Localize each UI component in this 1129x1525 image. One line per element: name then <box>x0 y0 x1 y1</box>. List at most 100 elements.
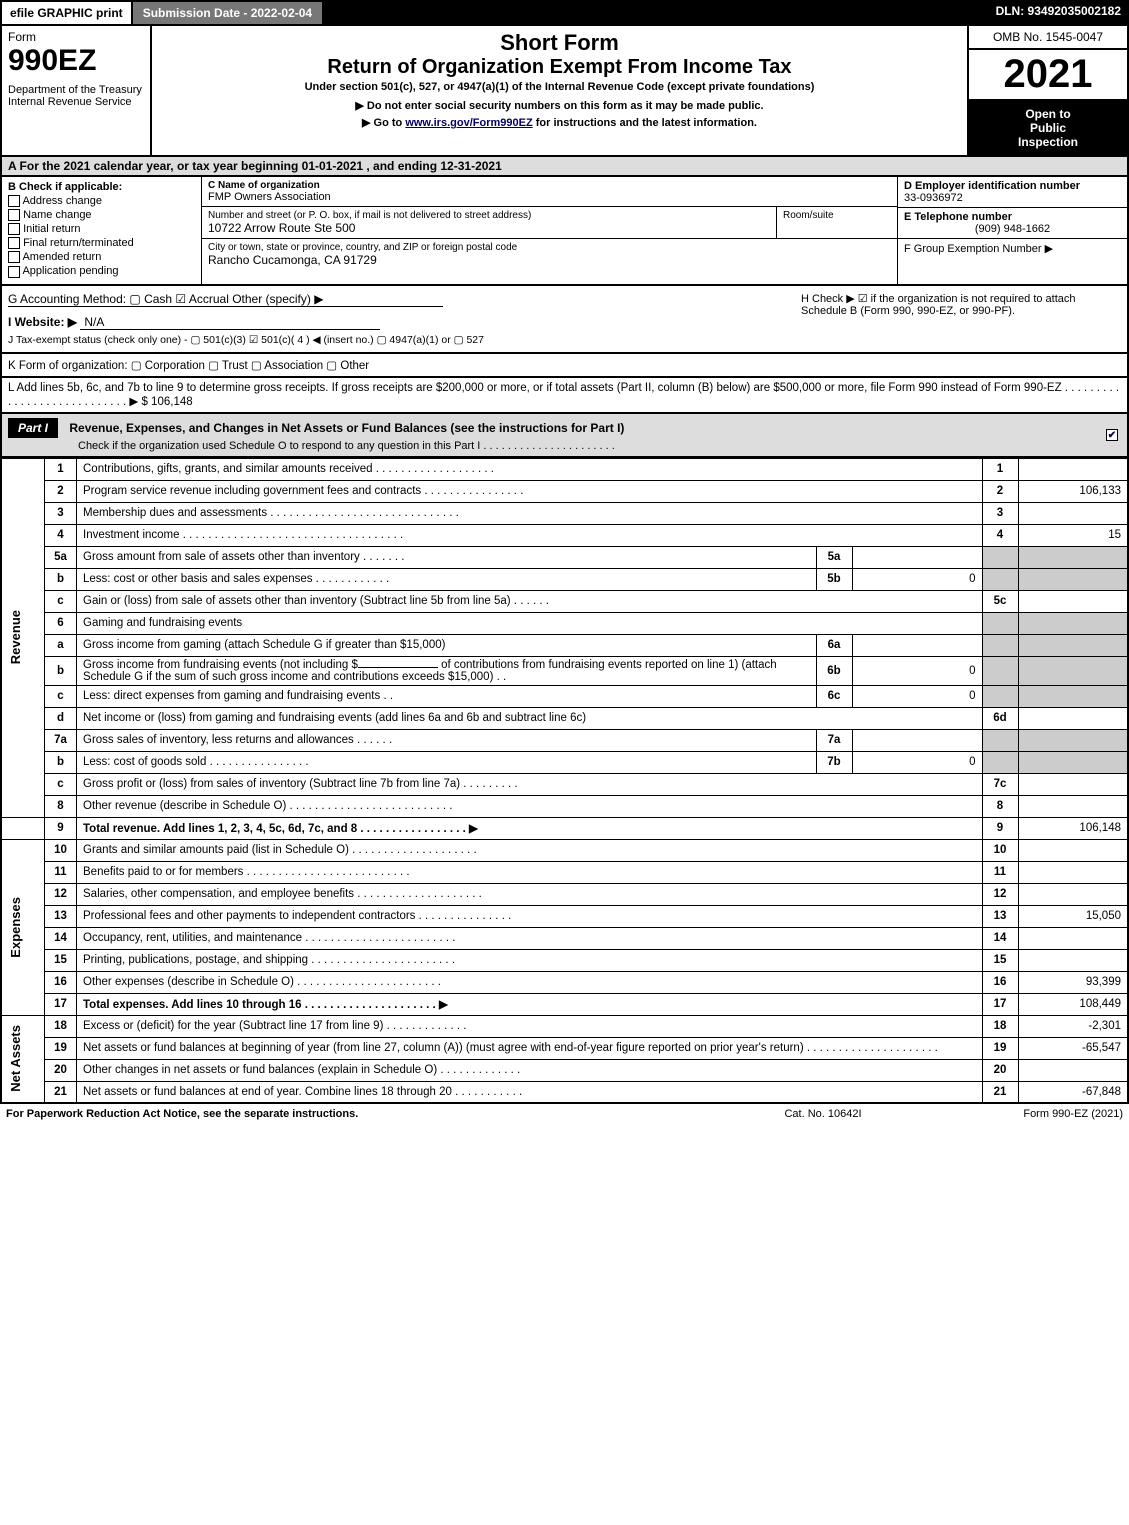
line-9-val: 106,148 <box>1018 817 1128 839</box>
efile-label: efile GRAPHIC print <box>0 0 133 26</box>
tax-year: 2021 <box>969 50 1127 101</box>
line-4-desc: Investment income . . . . . . . . . . . … <box>77 524 983 546</box>
line-6c-sub: 6c <box>816 685 852 707</box>
part1-check-text: Check if the organization used Schedule … <box>78 440 615 452</box>
line-5b-subval: 0 <box>852 568 982 590</box>
c-addr-value: 10722 Arrow Route Ste 500 <box>208 221 770 235</box>
side-net-assets: Net Assets <box>8 1025 23 1092</box>
line-14-key: 14 <box>982 927 1018 949</box>
line-7a-desc: Gross sales of inventory, less returns a… <box>77 729 817 751</box>
line-7a-sub: 7a <box>816 729 852 751</box>
line-19-val: -65,547 <box>1018 1037 1128 1059</box>
line-1-key: 1 <box>982 458 1018 480</box>
line-1-desc: Contributions, gifts, grants, and simila… <box>77 458 983 480</box>
line-7c-desc: Gross profit or (loss) from sales of inv… <box>77 773 983 795</box>
form-title: Return of Organization Exempt From Incom… <box>162 56 957 79</box>
line-20-val <box>1018 1059 1128 1081</box>
line-5c-val <box>1018 590 1128 612</box>
e-label: E Telephone number <box>904 211 1012 223</box>
line-6b-sub: 6b <box>816 656 852 685</box>
l-value: $ 106,148 <box>141 396 192 408</box>
section-def: D Employer identification number 33-0936… <box>897 177 1127 284</box>
line-14-val <box>1018 927 1128 949</box>
line-11-val <box>1018 861 1128 883</box>
irs-link[interactable]: www.irs.gov/Form990EZ <box>405 117 532 129</box>
line-5c-key: 5c <box>982 590 1018 612</box>
line-14-desc: Occupancy, rent, utilities, and maintena… <box>77 927 983 949</box>
line-3-key: 3 <box>982 502 1018 524</box>
line-17-desc: Total expenses. Add lines 10 through 16 … <box>77 993 983 1015</box>
line-16-desc: Other expenses (describe in Schedule O) … <box>77 971 983 993</box>
row-a: A For the 2021 calendar year, or tax yea… <box>0 157 1129 177</box>
chk-final-return[interactable]: Final return/terminated <box>8 237 195 249</box>
line-6b-d1: Gross income from fundraising events (no… <box>83 659 358 671</box>
line-6d-key: 6d <box>982 707 1018 729</box>
i-label: I Website: ▶ <box>8 315 77 329</box>
footer-right: Form 990-EZ (2021) <box>923 1108 1123 1120</box>
line-6d-desc: Net income or (loss) from gaming and fun… <box>77 707 983 729</box>
open-public: Open to Public Inspection <box>969 101 1127 155</box>
line-18-val: -2,301 <box>1018 1015 1128 1037</box>
dln-label: DLN: 93492035002182 <box>988 0 1129 26</box>
line-10-val <box>1018 839 1128 861</box>
line-21-val: -67,848 <box>1018 1081 1128 1103</box>
g-text: G Accounting Method: ▢ Cash ☑ Accrual Ot… <box>8 292 443 307</box>
open-3: Inspection <box>971 135 1125 149</box>
b-header: B Check if applicable: <box>8 181 122 193</box>
chk-label: Name change <box>23 209 92 221</box>
line-4-val: 15 <box>1018 524 1128 546</box>
chk-initial-return[interactable]: Initial return <box>8 223 195 235</box>
c-name-label: C Name of organization <box>208 180 891 191</box>
line-3-val <box>1018 502 1128 524</box>
chk-label: Address change <box>22 195 102 207</box>
line-18-key: 18 <box>982 1015 1018 1037</box>
line-9-key: 9 <box>982 817 1018 839</box>
chk-amended-return[interactable]: Amended return <box>8 251 195 263</box>
line-7b-sub: 7b <box>816 751 852 773</box>
j-text: J Tax-exempt status (check only one) - ▢… <box>8 334 801 346</box>
line-7a-subval <box>852 729 982 751</box>
part1-header: Part I Revenue, Expenses, and Changes in… <box>0 414 1129 458</box>
line-18-desc: Excess or (deficit) for the year (Subtra… <box>77 1015 983 1037</box>
chk-label: Initial return <box>23 223 80 235</box>
line-12-key: 12 <box>982 883 1018 905</box>
line-21-key: 21 <box>982 1081 1018 1103</box>
line-16-val: 93,399 <box>1018 971 1128 993</box>
chk-name-change[interactable]: Name change <box>8 209 195 221</box>
row-gh: G Accounting Method: ▢ Cash ☑ Accrual Ot… <box>0 286 1129 354</box>
line-20-desc: Other changes in net assets or fund bala… <box>77 1059 983 1081</box>
chk-app-pending[interactable]: Application pending <box>8 265 195 277</box>
line-2-desc: Program service revenue including govern… <box>77 480 983 502</box>
header-left: Form 990EZ Department of the Treasury In… <box>2 26 152 155</box>
line-12-val <box>1018 883 1128 905</box>
line-11-key: 11 <box>982 861 1018 883</box>
line-13-val: 15,050 <box>1018 905 1128 927</box>
line-11-desc: Benefits paid to or for members . . . . … <box>77 861 983 883</box>
line-10-key: 10 <box>982 839 1018 861</box>
line-7c-key: 7c <box>982 773 1018 795</box>
line-17-val: 108,449 <box>1018 993 1128 1015</box>
d-label: D Employer identification number <box>904 180 1080 192</box>
form-number: 990EZ <box>8 44 144 78</box>
line-6-desc: Gaming and fundraising events <box>77 612 983 634</box>
line-6a-subval <box>852 634 982 656</box>
line-8-key: 8 <box>982 795 1018 817</box>
open-2: Public <box>971 121 1125 135</box>
line-6c-desc: Less: direct expenses from gaming and fu… <box>77 685 817 707</box>
part1-checkbox[interactable] <box>1106 429 1118 441</box>
line-6a-desc: Gross income from gaming (attach Schedul… <box>77 634 817 656</box>
dept-label: Department of the Treasury Internal Reve… <box>8 84 144 108</box>
short-form-title: Short Form <box>162 30 957 56</box>
part1-badge: Part I <box>8 418 58 438</box>
line-6b-desc: Gross income from fundraising events (no… <box>77 656 817 685</box>
footer-left: For Paperwork Reduction Act Notice, see … <box>6 1108 723 1120</box>
header-middle: Short Form Return of Organization Exempt… <box>152 26 967 155</box>
subtitle-3: ▶ Go to www.irs.gov/Form990EZ for instru… <box>162 116 957 129</box>
c-city-label: City or town, state or province, country… <box>208 242 891 253</box>
chk-address-change[interactable]: Address change <box>8 195 195 207</box>
spacer <box>324 0 987 26</box>
line-15-desc: Printing, publications, postage, and shi… <box>77 949 983 971</box>
line-6a-sub: 6a <box>816 634 852 656</box>
line-6d-val <box>1018 707 1128 729</box>
line-2-key: 2 <box>982 480 1018 502</box>
